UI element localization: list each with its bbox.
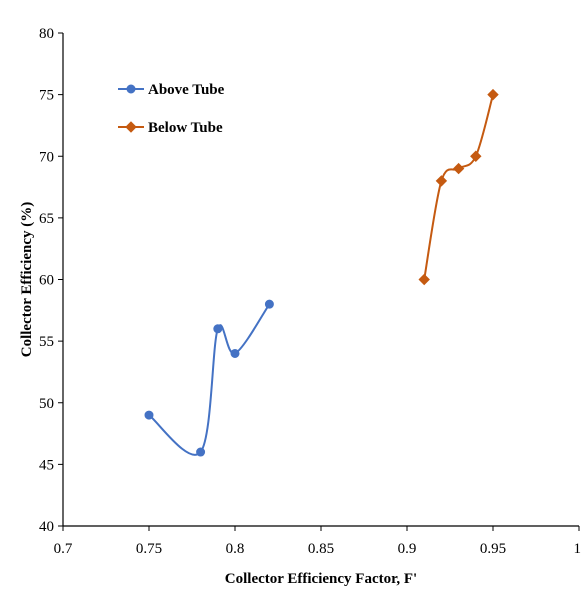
y-tick-label: 60 xyxy=(39,273,54,289)
x-tick-label: 1 xyxy=(574,541,582,557)
x-axis-title: Collector Efficiency Factor, F' xyxy=(225,571,417,587)
axes-layer: 40 45 50 55 60 65 70 75 80 0.7 0.75 0.8 0.85 0.9 0.95 1 xyxy=(39,26,581,557)
legend-marker xyxy=(125,121,137,133)
legend: Above Tube Below Tube xyxy=(118,82,225,136)
data-point xyxy=(196,447,206,457)
data-point xyxy=(230,348,240,358)
x-tick-label: 0.7 xyxy=(54,541,73,557)
series-layer xyxy=(144,88,499,457)
data-point xyxy=(435,175,448,187)
y-tick-label: 75 xyxy=(39,88,54,104)
x-tick-label: 0.8 xyxy=(226,541,245,557)
series-line xyxy=(148,303,271,456)
y-tick-label: 50 xyxy=(39,396,54,412)
data-point xyxy=(264,299,274,309)
series-1 xyxy=(418,88,499,286)
y-tick-label: 55 xyxy=(39,334,54,350)
data-point xyxy=(418,273,430,286)
series-0 xyxy=(144,299,274,457)
data-point xyxy=(144,410,154,420)
x-tick-label: 0.9 xyxy=(398,541,417,557)
data-point xyxy=(452,162,465,175)
legend-label: Below Tube xyxy=(148,120,223,136)
y-tick-label: 40 xyxy=(39,519,54,535)
data-point xyxy=(470,150,482,162)
y-tick-label: 45 xyxy=(39,457,54,473)
y-tick-label: 65 xyxy=(39,211,54,227)
y-tick-label: 80 xyxy=(39,26,54,42)
legend-item: Below Tube xyxy=(118,120,223,136)
x-tick-label: 0.95 xyxy=(480,541,506,557)
data-point xyxy=(213,324,223,334)
legend-label: Above Tube xyxy=(148,82,225,98)
legend-item: Above Tube xyxy=(118,82,225,98)
x-tick-label: 0.75 xyxy=(136,541,162,557)
legend-marker xyxy=(126,84,136,94)
y-axis-title: Collector Efficiency (%) xyxy=(19,202,35,358)
data-point xyxy=(487,88,499,101)
y-tick-label: 70 xyxy=(39,149,54,165)
x-tick-label: 0.85 xyxy=(308,541,334,557)
series-line xyxy=(423,94,494,280)
